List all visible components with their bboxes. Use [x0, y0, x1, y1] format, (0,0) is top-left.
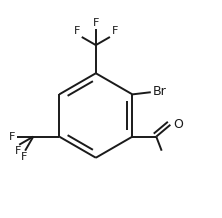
Text: F: F: [15, 146, 21, 156]
Text: F: F: [93, 18, 99, 27]
Text: O: O: [173, 118, 183, 131]
Text: Br: Br: [152, 85, 166, 98]
Text: F: F: [74, 26, 80, 36]
Text: F: F: [21, 152, 27, 162]
Text: F: F: [9, 132, 16, 142]
Text: F: F: [112, 26, 118, 36]
